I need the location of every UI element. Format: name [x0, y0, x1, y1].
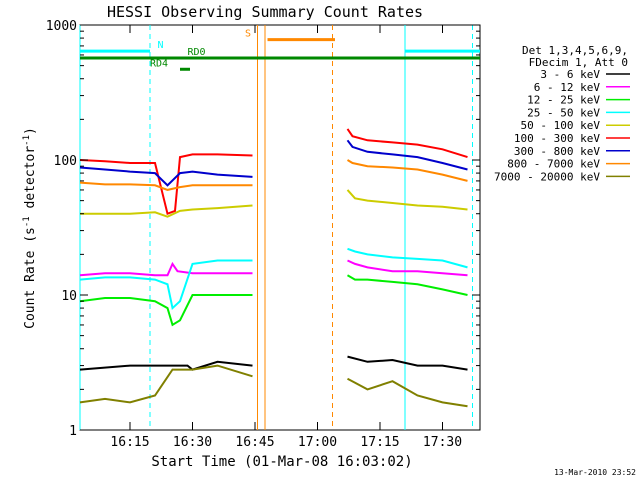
series-1 — [79, 259, 468, 277]
series-line-2-0 — [79, 294, 253, 327]
series-line-8-1 — [347, 377, 468, 408]
legend-label-1: 6 - 12 keV — [534, 81, 601, 94]
y-axis-label: Count Rate (s-1 detector-1) — [22, 127, 38, 329]
plot-frame — [79, 24, 481, 431]
legend-label-0: 3 - 6 keV — [540, 68, 600, 81]
y-label-exp2: -1 — [22, 135, 32, 146]
flag-label-0: N — [158, 40, 164, 51]
series-line-8-0 — [79, 364, 253, 404]
series-line-3-0 — [79, 259, 253, 311]
x-tick-label-3: 17:00 — [298, 435, 337, 450]
series-line-6-0 — [79, 166, 253, 187]
flag-bars: N S RD0 RD4 — [80, 29, 480, 71]
series-6 — [79, 139, 468, 187]
footer-date: 13-Mar-2010 23:52 — [554, 468, 636, 477]
marker-lines — [79, 25, 473, 430]
series-line-6-1 — [346, 139, 468, 171]
legend-label-2: 12 - 25 keV — [527, 94, 600, 107]
legend-label-6: 300 - 800 keV — [514, 145, 600, 158]
x-tick-label-5: 17:30 — [423, 435, 462, 450]
series-line-4-0 — [80, 204, 253, 218]
legend-header-2: FDecim 1, Att 0 — [529, 56, 628, 69]
legend-label-4: 50 - 100 keV — [521, 119, 601, 132]
y-tick-label-2: 100 — [54, 154, 77, 169]
x-tick-label-2: 16:45 — [235, 435, 274, 450]
y-tick-label-0: 1 — [69, 424, 77, 439]
y-label-mid: detector — [23, 146, 38, 217]
flag-label-2: RD0 — [188, 47, 206, 58]
x-tick-label-1: 16:30 — [173, 435, 212, 450]
series-line-1-0 — [79, 261, 253, 277]
legend: Det 1,3,4,5,6,9, FDecim 1, Att 0 3 - 6 k… — [494, 44, 630, 183]
y-label-exp1: -1 — [22, 216, 32, 227]
y-label-suffix: ) — [23, 127, 38, 135]
series-7 — [79, 159, 468, 191]
series-line-7-0 — [79, 181, 253, 191]
series-line-1-1 — [347, 259, 468, 277]
flag-label-1: S — [245, 29, 251, 40]
y-label-prefix: Count Rate (s — [23, 227, 38, 329]
x-tick-label-0: 16:15 — [110, 435, 149, 450]
y-axis-ticks: 1 10 100 1000 — [46, 19, 480, 439]
legend-label-8: 7000 - 20000 keV — [494, 170, 600, 183]
legend-label-3: 25 - 50 keV — [527, 106, 600, 119]
series-line-4-1 — [346, 189, 468, 211]
legend-label-5: 100 - 300 keV — [514, 132, 600, 145]
series-5 — [79, 128, 468, 216]
chart-title: HESSI Observing Summary Count Rates — [107, 3, 423, 21]
x-axis-label: Start Time (01-Mar-08 16:03:02) — [151, 454, 412, 470]
series-0 — [79, 355, 468, 371]
legend-label-7: 800 - 7000 keV — [507, 158, 600, 171]
series-3 — [79, 247, 468, 311]
series-layer — [79, 128, 468, 408]
x-tick-label-4: 17:15 — [360, 435, 399, 450]
series-line-7-1 — [346, 159, 468, 182]
series-line-5-1 — [346, 128, 468, 159]
y-tick-label-1: 10 — [61, 289, 77, 304]
series-line-0-1 — [347, 355, 468, 371]
series-8 — [79, 364, 468, 408]
y-tick-label-3: 1000 — [46, 19, 77, 34]
series-line-2-1 — [347, 274, 468, 296]
x-axis-ticks: 16:15 16:30 16:45 17:00 17:15 17:30 — [110, 25, 462, 450]
flag-label-3: RD4 — [150, 58, 168, 69]
series-4 — [80, 189, 468, 218]
series-line-5-0 — [79, 153, 253, 216]
legend-header-1: Det 1,3,4,5,6,9, — [522, 44, 628, 57]
series-line-3-1 — [347, 247, 468, 269]
series-line-0-0 — [79, 360, 253, 371]
series-2 — [79, 274, 468, 327]
